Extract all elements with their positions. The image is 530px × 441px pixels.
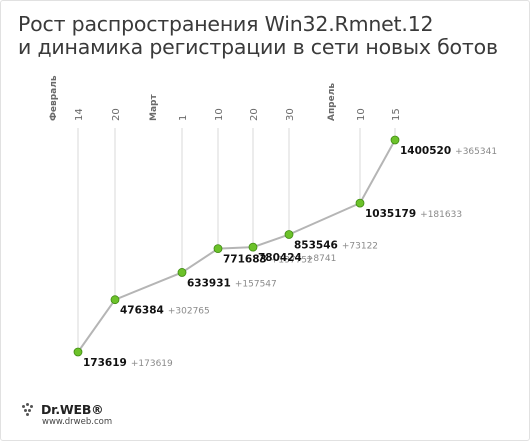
tick-label: 15 [391, 108, 402, 121]
delta-label: +8741 [306, 254, 336, 264]
data-label: 633931 [187, 277, 231, 289]
logo-url: www.drweb.com [42, 417, 113, 427]
month-label: Февраль [49, 75, 59, 121]
tick-label: 10 [214, 108, 225, 121]
delta-label: +157547 [235, 279, 277, 289]
tick-label: 14 [74, 108, 85, 121]
drweb-logo: Dr.WEB® www.drweb.com [22, 402, 142, 432]
delta-label: +73122 [342, 242, 378, 252]
chart-title: Рост распространения Win32.Rmnet.12 и ди… [18, 13, 498, 59]
month-label: Март [149, 94, 159, 121]
data-point [213, 244, 223, 254]
data-point [284, 230, 294, 239]
delta-label: +137752 [271, 256, 313, 266]
month-label: Апрель [327, 83, 337, 121]
delta-label: +181633 [420, 210, 462, 220]
delta-label: +365341 [455, 147, 497, 157]
data-point [355, 198, 365, 208]
tick-label: 20 [249, 108, 260, 121]
data-label: 476384 [120, 305, 164, 317]
data-label: 771683 [223, 254, 267, 266]
data-point [248, 242, 258, 252]
tick-label: 30 [285, 108, 296, 121]
spider-icon [22, 402, 38, 417]
tick-label: 10 [356, 108, 367, 121]
data-point [110, 295, 120, 305]
chart-title-line-1: Рост распространения Win32.Rmnet.12 [18, 12, 434, 36]
delta-label: +302765 [168, 307, 210, 317]
data-point [390, 135, 400, 145]
series-line [77, 139, 396, 353]
data-point [73, 347, 83, 357]
data-label: 1035179 [365, 208, 416, 220]
tick-label: 20 [111, 108, 122, 121]
data-label: 173619 [83, 357, 127, 369]
logo-brand: Dr.WEB® [41, 402, 104, 417]
data-point [177, 268, 187, 277]
data-label: 853546 [294, 240, 338, 252]
data-label: 1400520 [400, 145, 451, 157]
delta-label: +173619 [131, 359, 173, 369]
tick-label: 1 [178, 115, 189, 121]
chart-title-line-2: и динамика регистрации в сети новых бото… [18, 35, 498, 59]
data-label: 780424 [258, 252, 302, 264]
